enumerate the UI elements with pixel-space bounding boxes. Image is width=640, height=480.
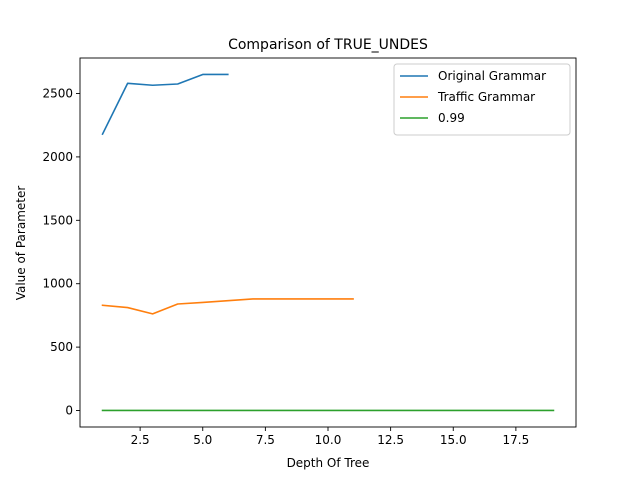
x-tick-label: 10.0 bbox=[315, 433, 342, 447]
x-tick-label: 7.5 bbox=[256, 433, 275, 447]
x-tick-label: 2.5 bbox=[131, 433, 150, 447]
y-tick-label: 1500 bbox=[42, 213, 73, 227]
legend-label-3: 0.99 bbox=[438, 111, 465, 125]
legend-label-1: Original Grammar bbox=[438, 69, 546, 83]
legend: Original Grammar Traffic Grammar 0.99 bbox=[393, 63, 571, 136]
series-line-1 bbox=[101, 73, 229, 136]
plot-area: 2.5 5.0 7.5 10.0 12.5 15.0 17.5 0 500 1000 1500 200… bbox=[42, 57, 577, 447]
legend-box bbox=[393, 63, 571, 136]
legend-label-2: Traffic Grammar bbox=[437, 90, 535, 104]
y-tick-label: 500 bbox=[50, 340, 73, 354]
y-tick-label: 2500 bbox=[42, 87, 73, 101]
x-tick-label: 15.0 bbox=[440, 433, 467, 447]
y-axis-title: Value of Parameter bbox=[14, 186, 28, 301]
y-tick-label: 2000 bbox=[42, 150, 73, 164]
y-tick-label: 0 bbox=[65, 404, 73, 418]
x-axis-title: Depth Of Tree bbox=[287, 456, 370, 470]
x-tick-label: 17.5 bbox=[503, 433, 530, 447]
x-tick-label: 5.0 bbox=[193, 433, 212, 447]
x-tick-label: 12.5 bbox=[377, 433, 404, 447]
chart-title: Comparison of TRUE_UNDES bbox=[228, 37, 428, 53]
series-line-2 bbox=[101, 298, 354, 315]
y-tick-label: 1000 bbox=[42, 277, 73, 291]
